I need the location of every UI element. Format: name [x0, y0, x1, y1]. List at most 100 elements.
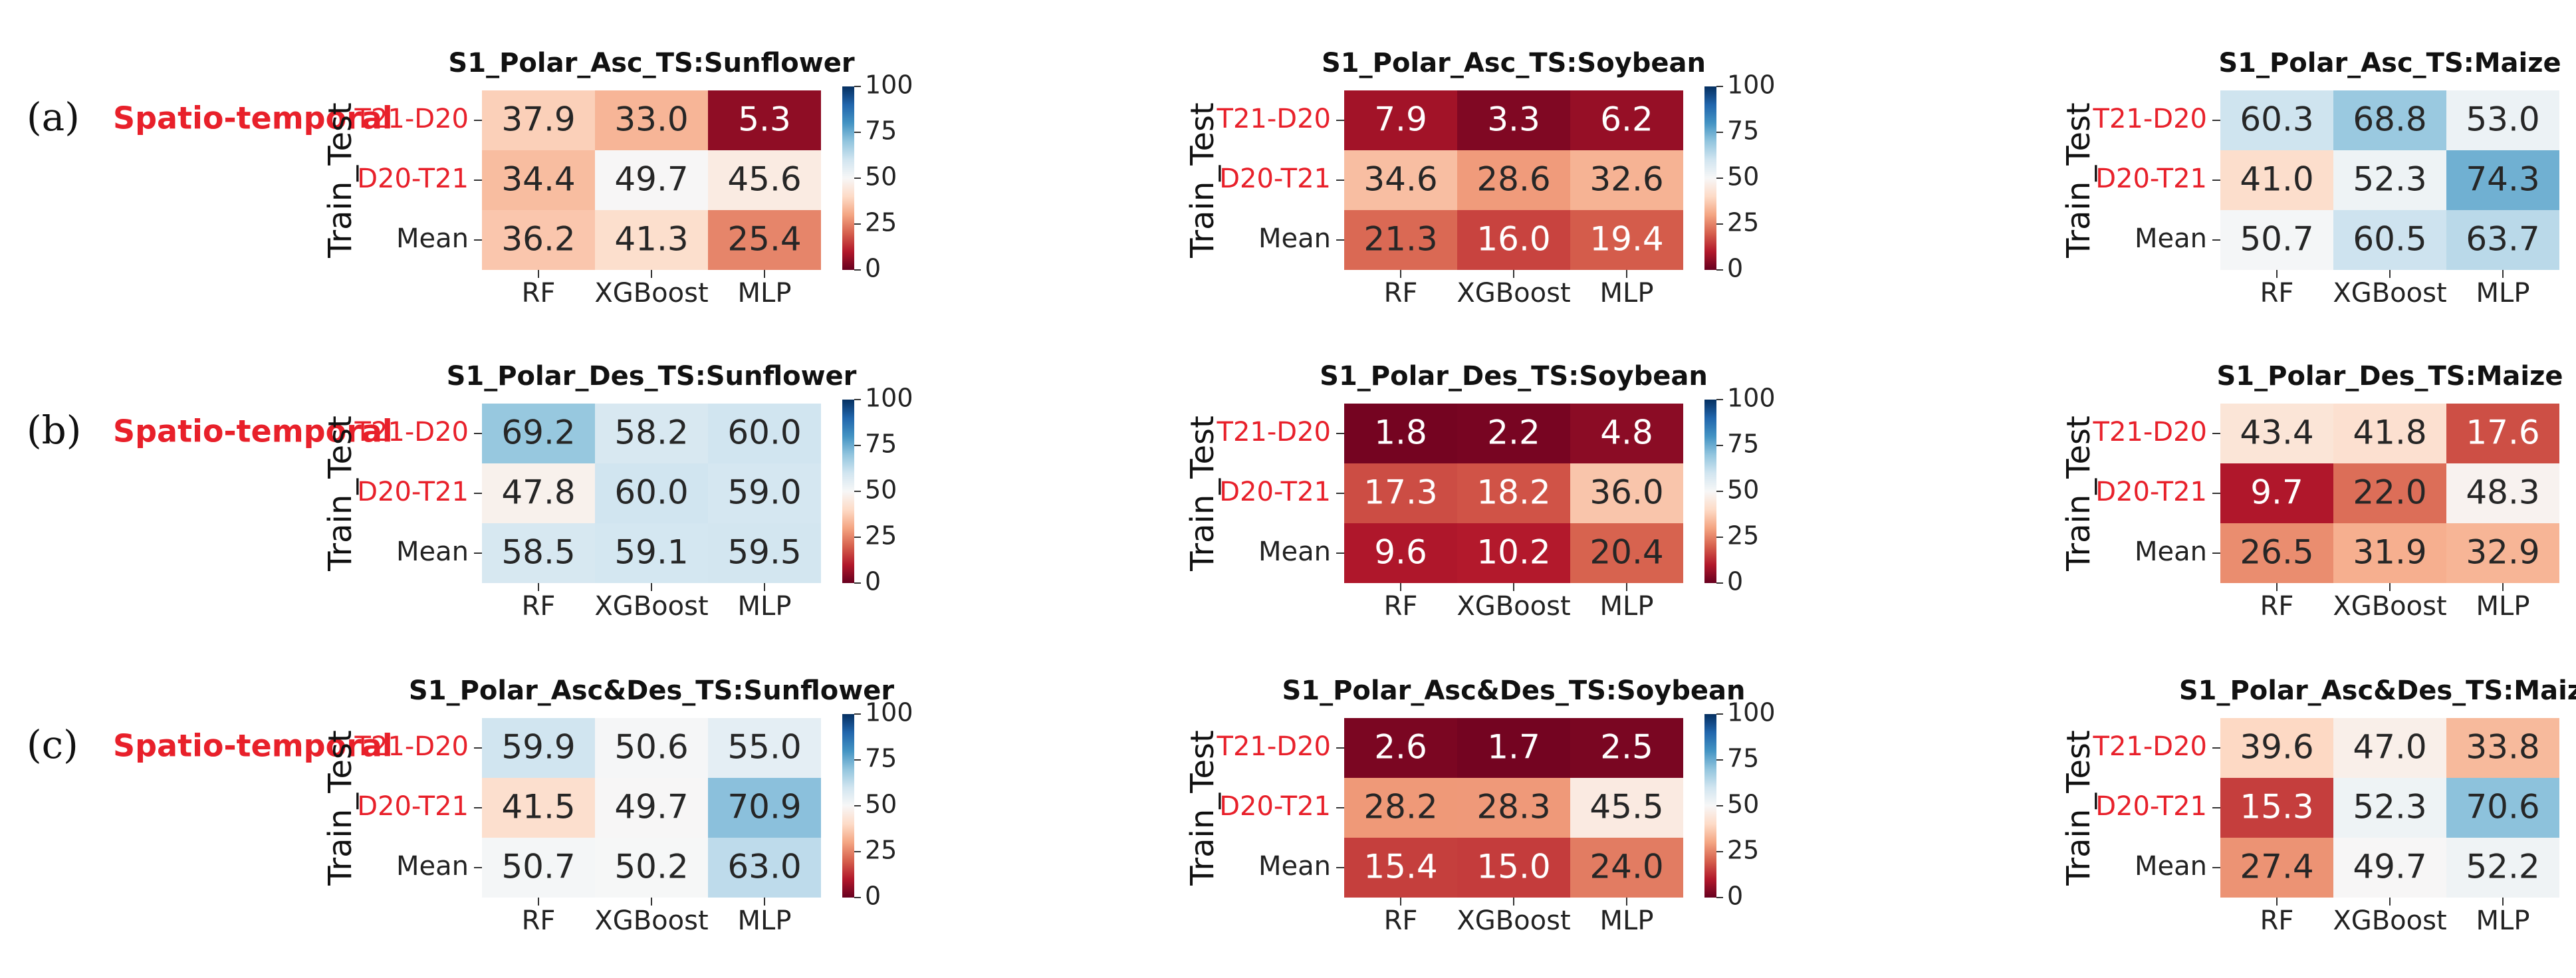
- heatmap-cell: [708, 838, 821, 898]
- x-tick-label: XGBoost: [2333, 278, 2446, 308]
- heatmap-panels: S1_Polar_Asc_TS:Sunflower 37.9 33.0 5.3 34.4…: [322, 48, 2576, 936]
- panel-title: S1_Polar_Asc_TS:Maize: [2218, 48, 2561, 78]
- x-tick-label: MLP: [2476, 278, 2530, 308]
- x-tick-label: XGBoost: [2333, 906, 2446, 936]
- heatmap-cell: [1457, 463, 1570, 523]
- y-tick-label: T21-D20: [354, 417, 469, 447]
- cell-value-label: 59.5: [727, 533, 801, 572]
- x-tick-label: XGBoost: [1457, 591, 1570, 622]
- heatmap-cell: [1344, 210, 1457, 270]
- cell-value-label: 50.7: [2240, 220, 2313, 259]
- heatmap-cell: [1457, 718, 1570, 778]
- x-tick-label: MLP: [738, 278, 792, 308]
- y-tick-label: D20-T21: [2095, 164, 2207, 194]
- heatmap-cell: [2333, 463, 2446, 523]
- cell-value-label: 15.0: [1476, 848, 1550, 886]
- cell-value-label: 22.0: [2353, 473, 2426, 512]
- cell-value-label: 17.6: [2466, 414, 2539, 452]
- cell-value-label: 41.8: [2353, 414, 2426, 452]
- cell-value-label: 1.8: [1374, 414, 1427, 452]
- cell-value-label: 32.9: [2466, 533, 2539, 572]
- y-tick-label: D20-T21: [2095, 477, 2207, 507]
- cell-value-label: 36.2: [501, 220, 575, 259]
- x-tick-label: XGBoost: [2333, 591, 2446, 622]
- heatmap-cell: [2333, 718, 2446, 778]
- y-tick-label: D20-T21: [357, 791, 469, 822]
- x-tick-label: MLP: [2476, 591, 2530, 622]
- cell-value-label: 45.5: [1589, 788, 1663, 826]
- colorbar-tick-label: 75: [1727, 116, 1759, 146]
- colorbar-tick-label: 100: [1727, 698, 1776, 727]
- x-tick-label: MLP: [1600, 591, 1654, 622]
- y-axis-label: Train_Test: [1184, 102, 1221, 259]
- x-tick-label: RF: [1384, 906, 1418, 936]
- panel-title: S1_Polar_Asc_TS:Soybean: [1322, 48, 1706, 78]
- heatmap-cell: [2446, 523, 2559, 583]
- x-tick-label: RF: [1384, 278, 1418, 308]
- heatmap-cell: [482, 463, 595, 523]
- cell-value-label: 31.9: [2353, 533, 2426, 572]
- colorbar-tick-label: 25: [865, 521, 897, 550]
- heatmap-cell: [2333, 778, 2446, 838]
- heatmap-panel: S1_Polar_Asc_TS:Soybean 7.9 3.3 6.2 34.6 28.6…: [1184, 48, 1776, 308]
- cell-value-label: 59.0: [727, 473, 801, 512]
- cell-value-label: 70.9: [727, 788, 801, 826]
- cell-value-label: 50.2: [614, 848, 688, 886]
- colorbar-tick-label: 75: [1727, 744, 1759, 773]
- colorbar-tick-label: 25: [865, 208, 897, 237]
- colorbar: [1704, 400, 1716, 583]
- cell-value-label: 41.3: [614, 220, 688, 259]
- heatmap-cell: [2333, 150, 2446, 210]
- cell-value-label: 68.8: [2353, 100, 2426, 139]
- heatmap-cell: [2446, 718, 2559, 778]
- colorbar-tick-label: 75: [865, 116, 897, 146]
- cell-value-label: 52.3: [2353, 160, 2426, 199]
- cell-value-label: 41.5: [501, 788, 575, 826]
- colorbar-tick-label: 0: [1727, 254, 1743, 283]
- heatmap-cell: [1457, 838, 1570, 898]
- cell-value-label: 2.2: [1487, 414, 1540, 452]
- cell-value-label: 2.6: [1374, 728, 1427, 767]
- cell-value-label: 41.0: [2240, 160, 2313, 199]
- panel-title: S1_Polar_Asc&Des_TS:Maize: [2179, 675, 2576, 706]
- cell-value-label: 60.0: [727, 414, 801, 452]
- cell-value-label: 59.9: [501, 728, 575, 767]
- cell-value-label: 50.7: [501, 848, 575, 886]
- heatmap-cell: [2446, 404, 2559, 463]
- cell-value-label: 15.3: [2240, 788, 2313, 826]
- cell-value-label: 16.0: [1476, 220, 1550, 259]
- heatmap-cell: [595, 404, 708, 463]
- heatmap-cell: [2446, 150, 2559, 210]
- cell-value-label: 3.3: [1487, 100, 1540, 139]
- cell-value-label: 74.3: [2466, 160, 2539, 199]
- heatmap-cell: [595, 778, 708, 838]
- cell-value-label: 53.0: [2466, 100, 2539, 139]
- row-label: Spatio-temporal: [113, 728, 393, 764]
- heatmap-cell: [1457, 523, 1570, 583]
- heatmap-cell: [2220, 150, 2333, 210]
- x-tick-label: RF: [2260, 278, 2294, 308]
- y-axis-label: Train_Test: [1184, 730, 1221, 886]
- heatmap-cell: [1570, 523, 1683, 583]
- y-tick-label: D20-T21: [2095, 791, 2207, 822]
- heatmap-cell: [1344, 778, 1457, 838]
- cell-value-label: 9.7: [2250, 473, 2303, 512]
- cell-value-label: 52.2: [2466, 848, 2539, 886]
- x-tick-label: MLP: [738, 906, 792, 936]
- cell-value-label: 49.7: [614, 788, 688, 826]
- heatmap-cell: [1570, 210, 1683, 270]
- heatmap-cell: [1570, 463, 1683, 523]
- cell-value-label: 24.0: [1589, 848, 1663, 886]
- colorbar: [842, 400, 854, 583]
- cell-value-label: 18.2: [1476, 473, 1550, 512]
- cell-value-label: 4.8: [1600, 414, 1653, 452]
- row-tag: (c): [27, 722, 78, 767]
- cell-value-label: 17.3: [1363, 473, 1437, 512]
- heatmap-cell: [1570, 838, 1683, 898]
- heatmap-cell: [482, 838, 595, 898]
- heatmap-cell: [1570, 718, 1683, 778]
- cell-value-label: 47.8: [501, 473, 575, 512]
- cell-value-label: 58.2: [614, 414, 688, 452]
- heatmap-cell: [482, 778, 595, 838]
- cell-value-label: 69.2: [501, 414, 575, 452]
